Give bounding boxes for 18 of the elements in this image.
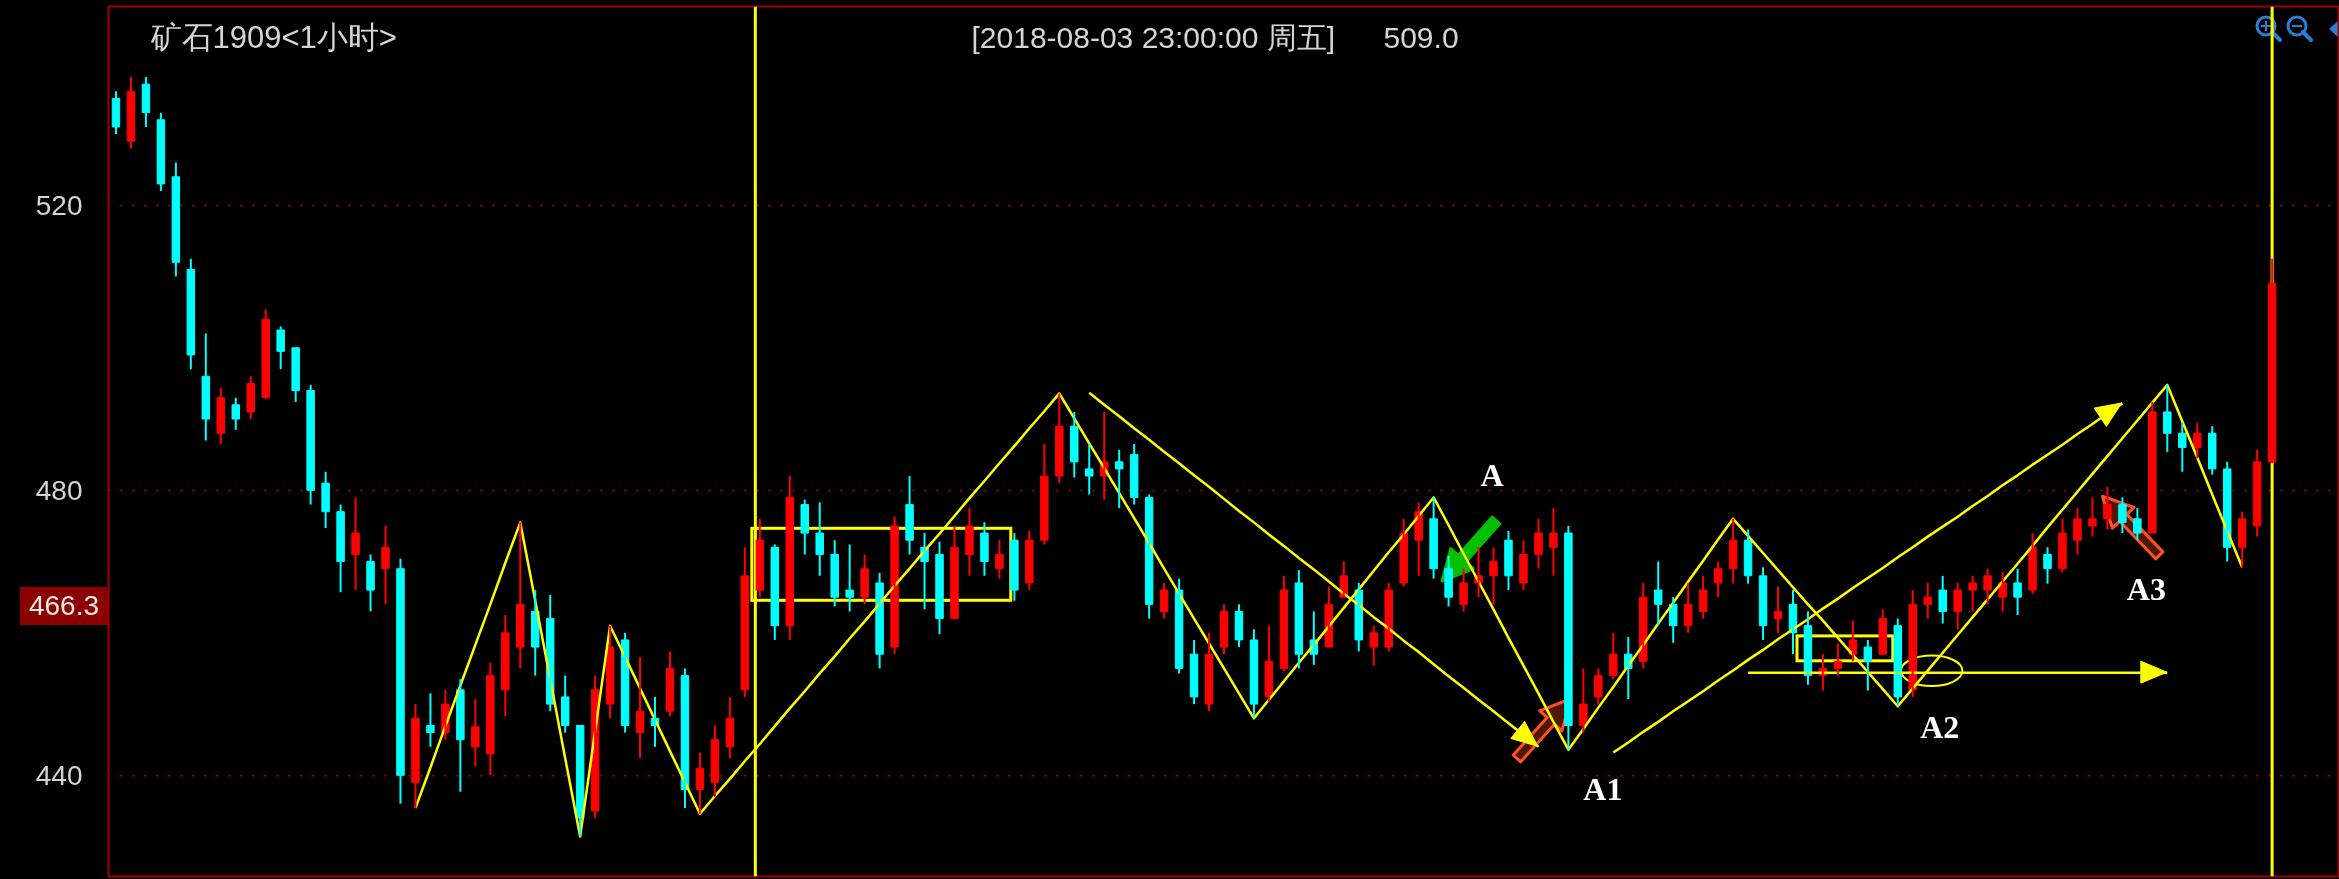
annotation: A3	[2126, 571, 2166, 608]
y-tick-label: 480	[35, 474, 83, 506]
line-series	[1612, 402, 2124, 754]
annotation: A1	[1583, 770, 1623, 807]
line-series	[1087, 391, 1540, 749]
candlestick	[845, 543, 854, 613]
y-tick-label: 440	[35, 759, 83, 791]
candlestick	[1085, 442, 1094, 496]
text: 466.3	[20, 587, 108, 625]
annotation: 509.0	[1383, 20, 1459, 54]
candlestick	[2088, 496, 2097, 538]
annotation: A	[1480, 456, 1504, 493]
annotation: A2	[1920, 708, 1960, 745]
candlestick	[1968, 574, 1977, 613]
candlestick	[1114, 448, 1124, 510]
text: [2018-08-03 23:00:00 周五]	[971, 21, 1336, 54]
y-tick-label: 520	[35, 189, 83, 221]
chart-title: 矿石1909<1小时>	[149, 20, 397, 55]
